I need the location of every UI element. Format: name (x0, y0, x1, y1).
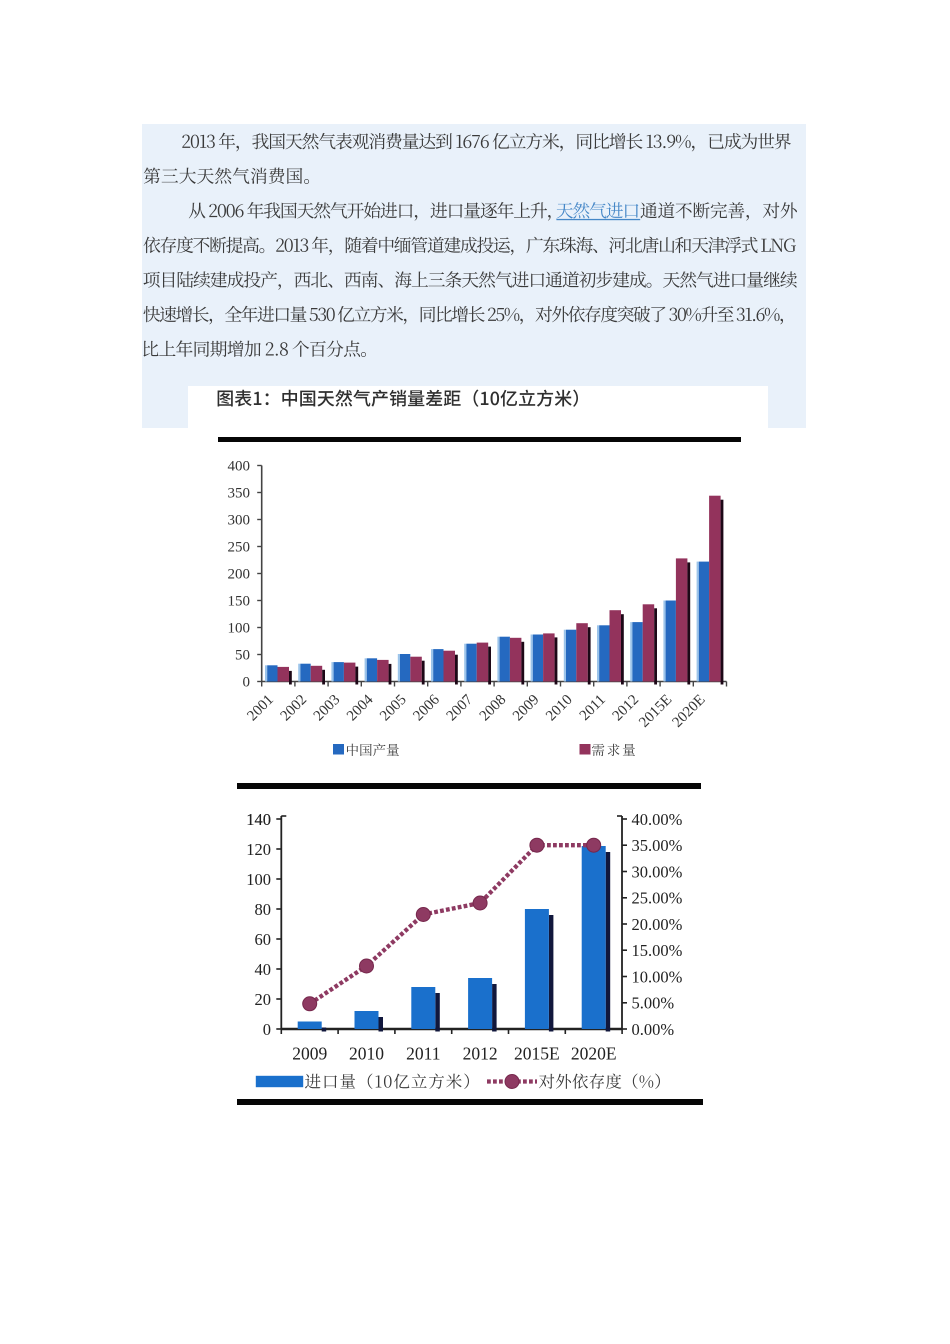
svg-text:100: 100 (246, 870, 271, 889)
svg-text:2006: 2006 (410, 691, 443, 724)
svg-text:30.00%: 30.00% (632, 862, 683, 881)
svg-text:50: 50 (235, 648, 250, 664)
svg-text:80: 80 (255, 900, 272, 919)
svg-text:10.00%: 10.00% (632, 967, 683, 986)
svg-text:200: 200 (228, 567, 251, 583)
svg-text:20: 20 (255, 990, 272, 1009)
svg-text:2007: 2007 (444, 691, 477, 724)
svg-text:2004: 2004 (344, 691, 377, 724)
svg-text:0: 0 (263, 1020, 271, 1039)
svg-text:120: 120 (246, 840, 271, 859)
svg-text:5.00%: 5.00% (632, 994, 675, 1013)
svg-text:2008: 2008 (477, 692, 510, 725)
svg-text:0.00%: 0.00% (632, 1020, 675, 1039)
svg-text:60: 60 (255, 930, 272, 949)
svg-text:2011: 2011 (577, 692, 609, 724)
svg-text:2001: 2001 (244, 692, 277, 725)
svg-text:40: 40 (255, 960, 272, 979)
svg-text:100: 100 (228, 621, 251, 637)
svg-text:2015E: 2015E (636, 692, 675, 731)
svg-text:35.00%: 35.00% (632, 836, 683, 855)
svg-text:2009: 2009 (510, 692, 543, 725)
svg-text:250: 250 (228, 540, 251, 556)
svg-text:150: 150 (228, 594, 251, 610)
svg-text:140: 140 (246, 810, 271, 829)
svg-text:0: 0 (243, 675, 251, 691)
svg-text:140: 140 (246, 810, 271, 829)
svg-text:2010: 2010 (349, 1044, 384, 1064)
svg-text:350: 350 (228, 486, 251, 502)
svg-text:2011: 2011 (406, 1044, 440, 1064)
svg-text:2020E: 2020E (571, 1044, 617, 1064)
svg-text:2020E: 2020E (670, 692, 709, 731)
svg-text:40.00%: 40.00% (632, 810, 683, 829)
svg-text:400: 400 (228, 459, 251, 475)
svg-text:2003: 2003 (311, 692, 344, 725)
svg-text:20.00%: 20.00% (632, 915, 683, 934)
svg-text:2012: 2012 (463, 1044, 498, 1064)
svg-text:300: 300 (228, 513, 251, 529)
svg-text:2002: 2002 (278, 692, 311, 725)
svg-text:15.00%: 15.00% (632, 941, 683, 960)
svg-text:2009: 2009 (292, 1044, 327, 1064)
svg-text:2005: 2005 (377, 692, 410, 725)
svg-text:2015E: 2015E (514, 1044, 560, 1064)
svg-text:25.00%: 25.00% (632, 889, 683, 908)
svg-text:2010: 2010 (543, 692, 576, 725)
